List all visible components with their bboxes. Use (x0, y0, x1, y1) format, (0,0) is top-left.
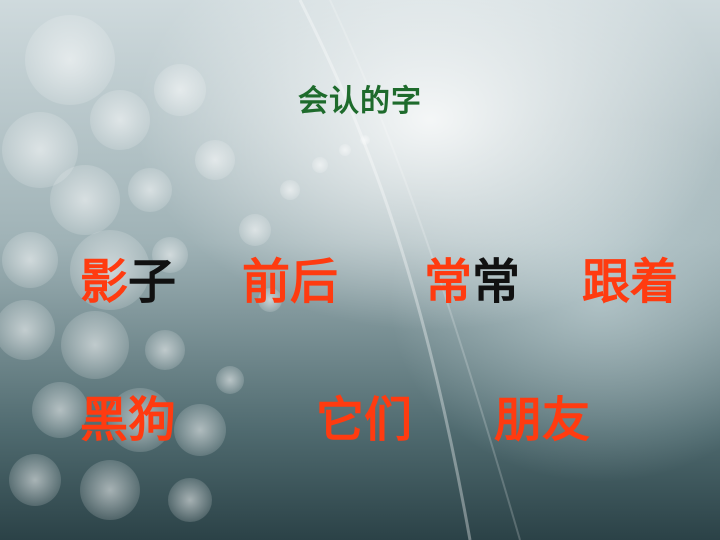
char-zhe: 着 (630, 254, 679, 310)
char-peng: 朋 (494, 392, 543, 448)
word-yingzi: 影子 (80, 258, 176, 306)
char-qian: 前 (242, 254, 291, 310)
slide-title: 会认的字 (298, 84, 422, 119)
char-chang-2: 常 (472, 254, 521, 310)
char-you: 友 (542, 392, 591, 448)
char-zi: 子 (128, 254, 177, 310)
char-hei: 黑 (80, 392, 129, 448)
word-heigou: 黑狗 (80, 396, 176, 444)
char-men: 们 (364, 392, 413, 448)
word-tamen: 它们 (316, 396, 412, 444)
word-qianhou: 前后 (242, 258, 338, 306)
word-pengyou: 朋友 (494, 396, 590, 444)
char-chang-1: 常 (424, 254, 473, 310)
word-changchang: 常常 (424, 258, 520, 306)
char-ta: 它 (316, 392, 365, 448)
char-gou: 狗 (128, 392, 177, 448)
char-ying: 影 (80, 254, 129, 310)
char-hou: 后 (290, 254, 339, 310)
char-gen: 跟 (582, 254, 631, 310)
word-genzhe: 跟着 (582, 258, 678, 306)
